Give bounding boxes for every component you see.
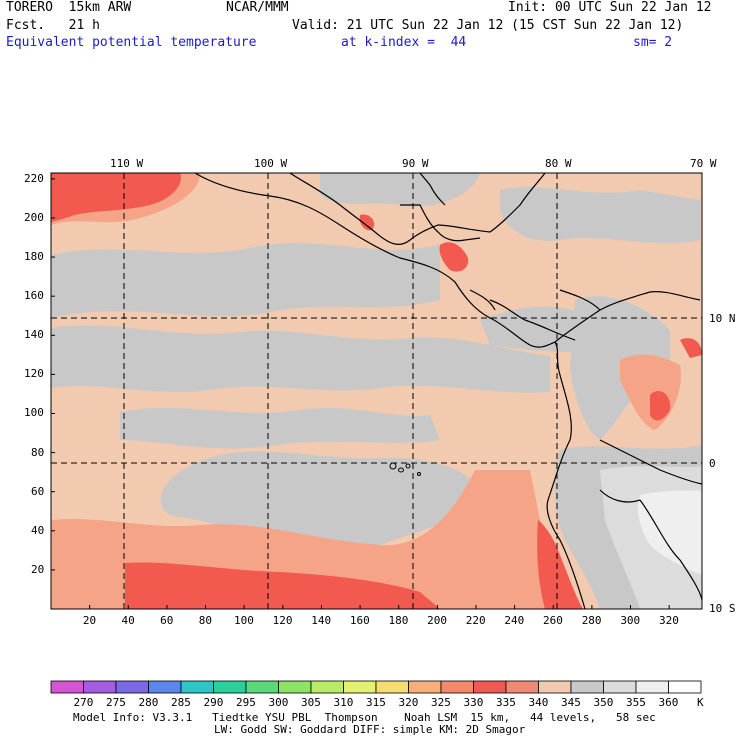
map-frame <box>50 172 703 610</box>
colorbar-label: 290 <box>203 696 224 709</box>
colorbar-swatch <box>213 680 247 694</box>
colorbar-swatch <box>148 680 182 694</box>
lat-label-10s: 10 S <box>709 602 736 615</box>
colorbar-swatch <box>343 680 377 694</box>
colorbar-swatch <box>505 680 539 694</box>
colorbar-swatch <box>180 680 214 694</box>
x-tick-label: 20 <box>82 614 97 627</box>
colorbar-swatch <box>278 680 312 694</box>
smoothing-label: sm= 2 <box>633 35 673 50</box>
colorbar-label: 315 <box>366 696 386 709</box>
x-tick-label: 140 <box>311 614 332 627</box>
y-tick-label: 160 <box>24 289 44 303</box>
x-tick-label: 240 <box>504 614 525 627</box>
colorbar-swatch <box>603 680 637 694</box>
x-tick-label: 220 <box>465 614 486 627</box>
y-tick-label: 120 <box>24 367 44 381</box>
colorbar-swatch <box>668 680 702 694</box>
init-time: Init: 00 UTC Sun 22 Jan 12 <box>508 0 712 15</box>
x-tick-label: 100 <box>233 614 254 627</box>
colorbar-swatch <box>473 680 507 694</box>
colorbar-label: 340 <box>528 696 549 709</box>
colorbar-swatch <box>50 680 84 694</box>
model-name: TORERO 15km ARW <box>6 0 132 15</box>
physics-info-line: LW: Godd SW: Goddard DIFF: simple KM: 2D… <box>214 723 526 736</box>
colorbar-label: 275 <box>106 696 126 709</box>
lon-label-100w: 100 W <box>254 157 288 170</box>
colorbar-label: 320 <box>398 696 419 709</box>
colorbar-swatch <box>310 680 344 694</box>
valid-time: Valid: 21 UTC Sun 22 Jan 12 (15 CST Sun … <box>292 18 684 33</box>
y-tick-label: 200 <box>24 210 44 224</box>
field-title: Equivalent potential temperature <box>6 35 257 50</box>
colorbar-label: 335 <box>496 696 516 709</box>
x-tick-label: 320 <box>658 614 679 627</box>
colorbar-label: 285 <box>171 696 191 709</box>
x-tick-label: 200 <box>427 614 448 627</box>
y-tick-label: 40 <box>31 523 45 537</box>
center-name: NCAR/MMM <box>226 0 289 15</box>
colorbar-label: 300 <box>268 696 289 709</box>
colorbar-swatch <box>570 680 604 694</box>
colorbar-swatch <box>83 680 117 694</box>
y-tick-label: 60 <box>31 484 45 498</box>
colorbar-label: 280 <box>138 696 159 709</box>
x-tick-label: 160 <box>349 614 370 627</box>
colorbar-swatch <box>408 680 442 694</box>
model-info-line: Model Info: V3.3.1 Tiedtke YSU PBL Thomp… <box>73 711 656 724</box>
x-tick-label: 40 <box>121 614 135 627</box>
colorbar-unit: K <box>697 696 704 709</box>
colorbar-label: 345 <box>561 696 581 709</box>
colorbar-label: 355 <box>626 696 646 709</box>
y-tick-label: 140 <box>24 328 44 342</box>
x-tick-label: 280 <box>581 614 602 627</box>
x-tick-label: 60 <box>160 614 174 627</box>
lon-label-70w: 70 W <box>690 157 717 170</box>
y-tick-label: 80 <box>31 445 45 459</box>
y-axis-ticks <box>51 178 55 571</box>
colorbar-label: 350 <box>593 696 614 709</box>
colorbar-swatch <box>245 680 279 694</box>
colorbar-swatch <box>115 680 149 694</box>
coastlines <box>194 173 702 609</box>
x-tick-label: 260 <box>543 614 563 627</box>
colorbar-swatch <box>635 680 669 694</box>
lon-label-90w: 90 W <box>402 157 429 170</box>
red-hot-regions <box>51 173 702 609</box>
x-tick-label: 300 <box>620 614 641 627</box>
lat-label-10n: 10 N <box>709 312 736 325</box>
colorbar <box>50 680 702 694</box>
colorbar-swatch <box>375 680 409 694</box>
graticule <box>51 173 702 609</box>
colorbar-swatch <box>440 680 474 694</box>
x-tick-label: 80 <box>198 614 212 627</box>
colorbar-label: 325 <box>431 696 451 709</box>
colorbar-label: 295 <box>236 696 256 709</box>
grey-theta-regions <box>51 173 700 549</box>
y-tick-label: 180 <box>24 250 44 264</box>
y-tick-label: 100 <box>24 406 44 420</box>
x-axis-ticks <box>89 605 670 609</box>
lon-label-80w: 80 W <box>545 157 572 170</box>
forecast-hour: Fcst. 21 h <box>6 18 100 33</box>
map-field <box>51 173 702 609</box>
y-tick-label: 220 <box>24 171 44 185</box>
colorbar-label: 330 <box>463 696 484 709</box>
k-index-label: at k-index = 44 <box>341 35 467 50</box>
colorbar-label: 360 <box>658 696 679 709</box>
x-tick-label: 180 <box>388 614 409 627</box>
colorbar-label: 305 <box>301 696 321 709</box>
lat-label-equator: 0 <box>709 457 716 470</box>
colorbar-label: 310 <box>333 696 354 709</box>
lon-label-110w: 110 W <box>110 157 144 170</box>
x-tick-label: 120 <box>272 614 293 627</box>
y-tick-label: 20 <box>31 562 45 576</box>
colorbar-swatch <box>538 680 572 694</box>
colorbar-label: 270 <box>73 696 94 709</box>
